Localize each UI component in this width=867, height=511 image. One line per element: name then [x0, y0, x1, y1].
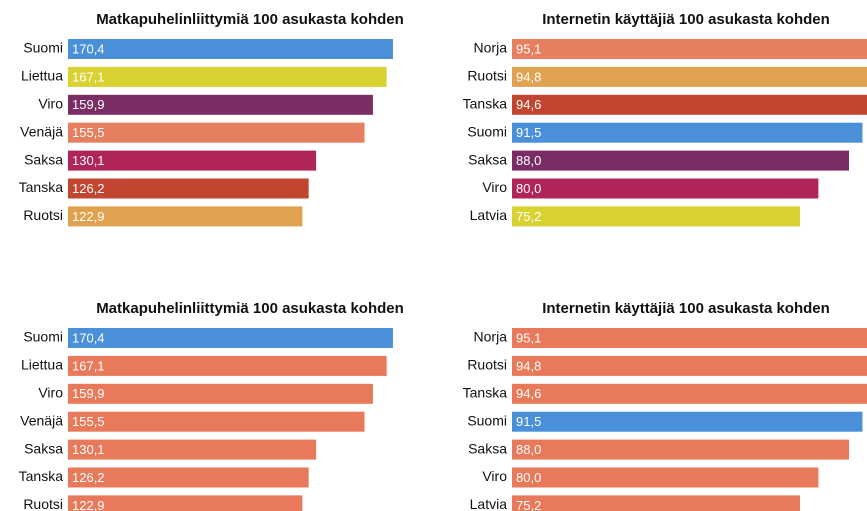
value-label: 94,6 [516, 386, 541, 401]
value-label: 88,0 [516, 442, 541, 457]
bar [68, 383, 373, 404]
category-label: Liettua [21, 357, 63, 373]
bar [512, 39, 867, 59]
category-label: Tanska [463, 385, 508, 401]
value-label: 122,9 [72, 209, 105, 224]
bar [512, 439, 850, 460]
bar [512, 94, 867, 115]
bar [512, 383, 867, 404]
value-label: 94,8 [516, 69, 541, 84]
category-label: Latvia [470, 207, 508, 223]
value-label: 167,1 [72, 69, 105, 84]
category-label: Ruotsi [467, 68, 507, 84]
bar [512, 328, 867, 348]
value-label: 80,0 [516, 470, 541, 485]
value-label: 155,5 [72, 125, 105, 140]
value-label: 91,5 [516, 414, 541, 429]
value-label: 95,1 [516, 41, 541, 56]
value-label: 170,4 [72, 41, 105, 56]
bar [68, 178, 309, 199]
bar [68, 355, 387, 376]
category-label: Saksa [24, 440, 63, 456]
bar [512, 122, 863, 143]
category-label: Viro [38, 385, 63, 401]
category-label: Saksa [468, 151, 507, 167]
value-label: 75,2 [516, 498, 541, 511]
category-label: Saksa [24, 151, 63, 167]
value-label: 94,8 [516, 358, 541, 373]
bar [68, 206, 303, 227]
value-label: 75,2 [516, 209, 541, 224]
bar [512, 150, 850, 171]
value-label: 95,1 [516, 330, 541, 345]
category-label: Viro [482, 179, 507, 195]
chart-title: Matkapuhelinliittymiä 100 asukasta kohde… [96, 300, 404, 317]
chart-title: Internetin käyttäjiä 100 asukasta kohden [542, 11, 830, 28]
value-label: 80,0 [516, 181, 541, 196]
value-label: 167,1 [72, 358, 105, 373]
bar [68, 122, 365, 143]
bar [68, 39, 393, 59]
category-label: Viro [482, 468, 507, 484]
bar [512, 467, 819, 488]
category-label: Ruotsi [23, 207, 63, 223]
category-label: Suomi [23, 329, 63, 345]
bar [68, 467, 309, 488]
bar [512, 66, 867, 87]
value-label: 122,9 [72, 498, 105, 511]
bar [68, 328, 393, 348]
category-label: Venäjä [20, 123, 63, 139]
category-label: Tanska [19, 468, 64, 484]
category-label: Suomi [467, 412, 507, 428]
bar [512, 178, 819, 199]
bar [512, 206, 801, 227]
chart-title: Matkapuhelinliittymiä 100 asukasta kohde… [96, 11, 404, 28]
value-label: 159,9 [72, 97, 105, 112]
category-label: Saksa [468, 440, 507, 456]
category-label: Liettua [21, 68, 63, 84]
value-label: 130,1 [72, 442, 105, 457]
value-label: 170,4 [72, 330, 105, 345]
category-label: Tanska [463, 96, 508, 112]
category-label: Ruotsi [23, 496, 63, 511]
bar [512, 355, 867, 376]
category-label: Suomi [23, 40, 63, 56]
value-label: 126,2 [72, 181, 105, 196]
value-label: 91,5 [516, 125, 541, 140]
value-label: 159,9 [72, 386, 105, 401]
category-label: Viro [38, 96, 63, 112]
bar [68, 150, 317, 171]
bar [68, 495, 303, 511]
value-label: 155,5 [72, 414, 105, 429]
value-label: 94,6 [516, 97, 541, 112]
bar [68, 439, 317, 460]
chart-title: Internetin käyttäjiä 100 asukasta kohden [542, 300, 830, 317]
category-label: Suomi [467, 123, 507, 139]
value-label: 130,1 [72, 153, 105, 168]
bar [512, 495, 801, 511]
category-label: Norja [474, 40, 508, 56]
category-label: Norja [474, 329, 508, 345]
value-label: 88,0 [516, 153, 541, 168]
category-label: Latvia [470, 496, 508, 511]
value-label: 126,2 [72, 470, 105, 485]
category-label: Tanska [19, 179, 64, 195]
bar [68, 66, 387, 87]
category-label: Ruotsi [467, 357, 507, 373]
bar [68, 94, 373, 115]
category-label: Venäjä [20, 412, 63, 428]
bar [68, 411, 365, 432]
bar [512, 411, 863, 432]
